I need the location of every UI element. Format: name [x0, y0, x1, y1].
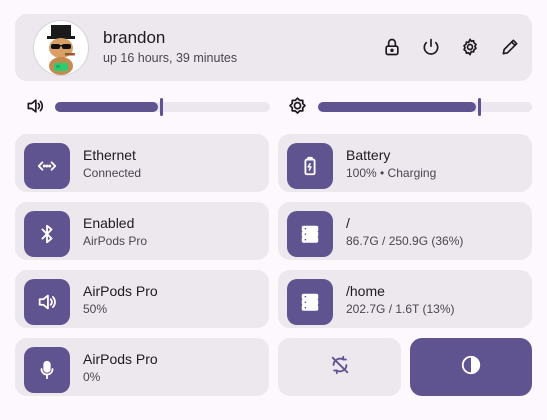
tile-subtitle: AirPods Pro — [83, 234, 148, 248]
speaker-icon — [24, 279, 70, 325]
volume-slider[interactable] — [55, 98, 270, 116]
lock-icon[interactable] — [381, 36, 403, 58]
tile-title: / — [346, 215, 350, 231]
gear-icon[interactable] — [459, 36, 481, 58]
brightness-slider-handle[interactable] — [478, 98, 481, 116]
tile-subtitle: 202.7G / 1.6T (13%) — [346, 302, 455, 316]
tile-subtitle: 86.7G / 250.9G (36%) — [346, 234, 464, 248]
tile-ethernet[interactable]: Ethernet Connected — [15, 134, 269, 192]
sync-disabled-icon — [329, 354, 351, 381]
tile-audio-output[interactable]: AirPods Pro 50% — [15, 270, 269, 328]
microphone-icon — [24, 347, 70, 393]
tile-subtitle: 50% — [83, 302, 108, 316]
tile-audio-input[interactable]: AirPods Pro 0% — [15, 338, 269, 396]
brightness-slider[interactable] — [318, 98, 532, 116]
tile-subtitle: 0% — [83, 370, 101, 384]
pencil-icon[interactable] — [499, 36, 521, 58]
bluetooth-icon — [24, 211, 70, 257]
tile-title: AirPods Pro — [83, 283, 158, 299]
tile-battery[interactable]: Battery 100% • Charging — [278, 134, 532, 192]
ethernet-icon — [24, 143, 70, 189]
tile-bluetooth[interactable]: Enabled AirPods Pro — [15, 202, 269, 260]
brightness-slider-fill — [318, 102, 476, 112]
tile-subtitle: 100% • Charging — [346, 166, 437, 180]
dark-mode-toggle-button[interactable] — [410, 338, 532, 396]
sun-icon — [286, 95, 308, 117]
tile-disk-root[interactable]: / 86.7G / 250.9G (36%) — [278, 202, 532, 260]
storage-icon — [287, 279, 333, 325]
user-header-card: brandon up 16 hours, 39 minutes — [15, 14, 532, 81]
contrast-icon — [460, 354, 482, 381]
avatar[interactable] — [33, 20, 89, 76]
tile-title: Battery — [346, 147, 391, 163]
username: brandon — [103, 28, 166, 47]
volume-slider-handle[interactable] — [160, 98, 163, 116]
tile-title: Enabled — [83, 215, 135, 231]
tile-subtitle: Connected — [83, 166, 142, 180]
uptime-text: up 16 hours, 39 minutes — [103, 51, 238, 65]
sync-toggle-button[interactable] — [278, 338, 401, 396]
tile-disk-home[interactable]: /home 202.7G / 1.6T (13%) — [278, 270, 532, 328]
volume-slider-fill — [55, 102, 158, 112]
power-icon[interactable] — [420, 36, 442, 58]
tile-title: /home — [346, 283, 385, 299]
storage-icon — [287, 211, 333, 257]
tile-title: Ethernet — [83, 147, 136, 163]
speaker-icon — [24, 95, 46, 117]
tile-title: AirPods Pro — [83, 351, 158, 367]
battery-charging-icon — [287, 143, 333, 189]
